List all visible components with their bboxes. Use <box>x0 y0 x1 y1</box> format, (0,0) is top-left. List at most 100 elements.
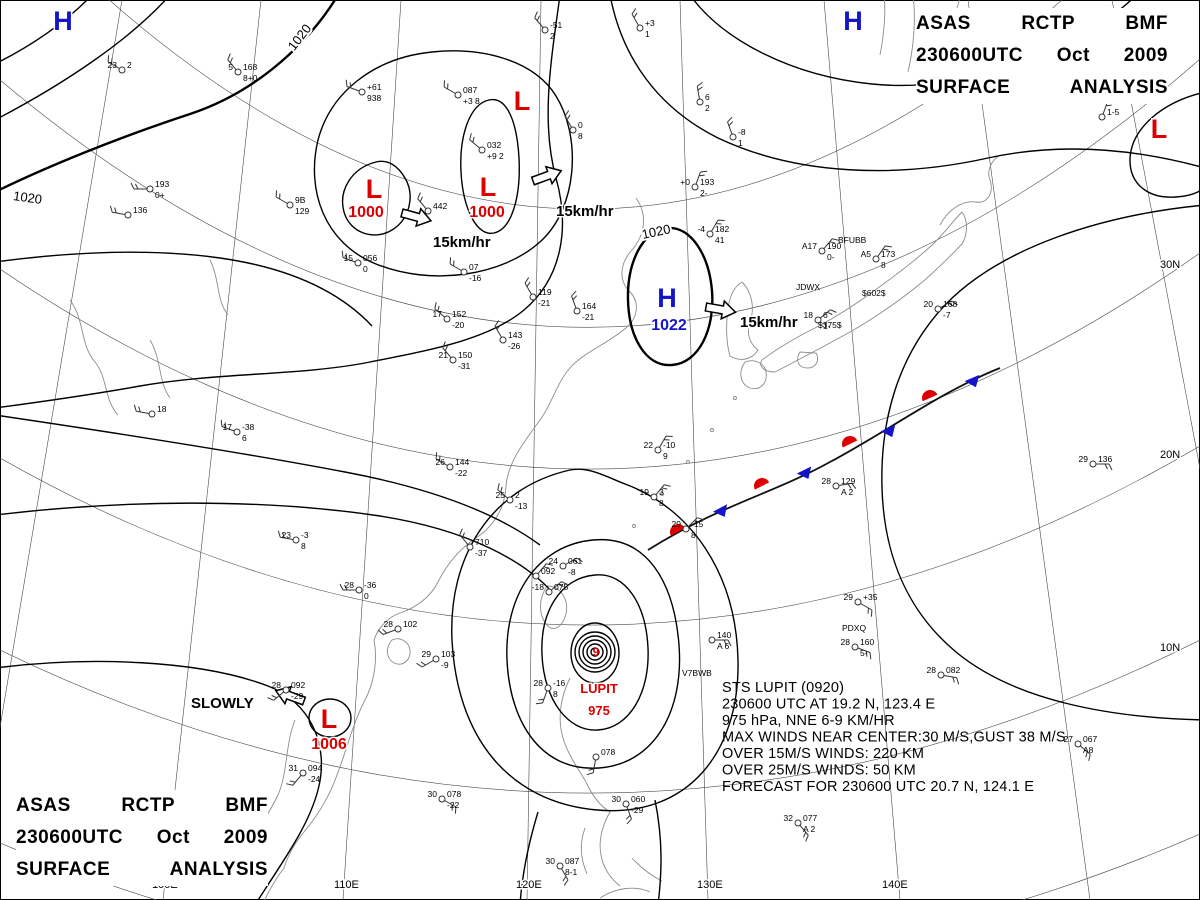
station-subvalue: 8 <box>659 498 664 508</box>
station-value: 168 <box>243 62 257 72</box>
station-circle-icon <box>569 126 577 134</box>
station-value: 3 <box>659 487 664 497</box>
station-value: -51 <box>550 20 563 30</box>
wind-barb-icon <box>571 290 578 309</box>
isobar-typhoon <box>541 574 649 731</box>
station-temp: 19 <box>640 487 650 497</box>
station-value: 056 <box>363 253 377 263</box>
philippines-coastline <box>580 827 588 875</box>
wind-barb-shaft <box>277 530 294 540</box>
station-circle-icon <box>532 572 540 580</box>
wind-barb-icon <box>695 170 708 185</box>
station-plot: 144 26 -22 <box>435 452 469 478</box>
station-plot: 087+3 8 <box>443 80 480 106</box>
station-plot: 078 <box>586 747 615 776</box>
wind-barb-icon <box>524 277 532 295</box>
wind-barb-icon <box>943 675 960 685</box>
station-circle-icon <box>443 315 451 323</box>
wind-barb-shaft <box>571 290 578 309</box>
station-value: 07 <box>469 262 479 272</box>
isobar <box>881 204 1200 721</box>
pressure-letter: H <box>53 6 73 36</box>
station-subvalue: 0 <box>364 591 369 601</box>
storm-info-line: OVER 15M/S WINDS: 220 KM <box>722 746 924 762</box>
pressure-center-l: L <box>512 85 532 118</box>
wind-barb-icon <box>444 800 457 814</box>
station-temp: 23 <box>282 530 292 540</box>
grid-meridian <box>0 0 123 729</box>
station-temp: 31 <box>289 763 299 773</box>
station-value: 2 <box>515 490 520 500</box>
wind-barb-icon <box>727 116 734 135</box>
japan-coastline <box>760 359 776 373</box>
wind-barb-icon <box>625 806 632 825</box>
wind-barb-shaft <box>442 341 452 359</box>
station-plot: 190 A17 0- <box>802 238 841 262</box>
station-value: -10 <box>663 440 676 450</box>
station-plot: 143-26 <box>494 320 522 351</box>
station-subvalue: 8 <box>691 530 696 540</box>
grid-parallel <box>0 58 1200 328</box>
isobar-1020 <box>0 0 337 191</box>
ryukyu-island <box>710 428 714 432</box>
station-circle-icon <box>592 753 600 761</box>
movement-label: 15km/hr <box>556 203 614 220</box>
station-plot: +35 29 <box>844 592 878 617</box>
station-circle-icon <box>706 230 714 238</box>
longitude-label: 110E <box>334 879 359 891</box>
wind-barb-shaft <box>799 824 809 842</box>
station-temp: 21 <box>439 350 449 360</box>
wind-barb-shaft <box>1096 463 1113 471</box>
station-value: 078 <box>601 747 615 757</box>
wind-barb-shaft <box>417 192 427 210</box>
wind-barb-icon <box>631 8 639 26</box>
station-subvalue: -8 <box>568 567 576 577</box>
pressure-letter: L <box>1151 114 1168 144</box>
station-subvalue: -22 <box>447 800 460 810</box>
isobar <box>0 0 167 119</box>
movement-annotation: 15km/hr <box>704 299 799 333</box>
station-value: 061 <box>568 556 582 566</box>
station-circle-icon <box>460 268 468 276</box>
station-value: 077 <box>803 813 817 823</box>
station-circle-icon <box>544 684 552 692</box>
pressure-letter: L <box>480 172 497 202</box>
wind-barb-shaft <box>696 81 703 100</box>
chart-title-line1: ASAS RCTP BMF <box>916 13 1168 34</box>
wind-barb-icon <box>443 80 456 94</box>
station-plot: 056 15 0 <box>341 250 377 274</box>
typhoon-ring <box>582 639 608 665</box>
station-subvalue: -9 <box>441 660 449 670</box>
station-plot: 119-21 <box>524 277 552 308</box>
station-circle-icon <box>292 536 300 544</box>
isobar-1020-high <box>626 226 714 367</box>
station-circle-icon <box>794 819 802 827</box>
station-subvalue: 41 <box>715 235 725 245</box>
movement-annotation: 15km/hr <box>530 165 615 222</box>
station-temp: 17 <box>223 422 233 432</box>
station-circle-icon <box>573 307 581 315</box>
japan-coastline <box>761 211 963 361</box>
station-temp: 17 <box>433 309 443 319</box>
station-temp: 28 <box>927 665 937 675</box>
station-value: -3 <box>301 530 309 540</box>
station-value: 160 <box>860 637 874 647</box>
isobar <box>0 415 541 546</box>
wind-barb-icon <box>1096 463 1113 471</box>
chart-title-line3: SURFACE ANALYSIS <box>16 859 268 880</box>
station-circle-icon <box>682 525 690 533</box>
storm-info-line: MAX WINDS NEAR CENTER:30 M/S,GUST 38 M/S <box>722 730 1066 746</box>
station-plot: 62 <box>696 81 710 113</box>
station-plot: -81 <box>727 116 746 148</box>
station-value: 18 <box>157 404 167 414</box>
wind-barb-shaft <box>377 628 396 635</box>
wind-barb-icon <box>220 419 235 432</box>
typhoon-ring <box>586 643 604 661</box>
station-subvalue: -24 <box>308 774 321 784</box>
wind-barb-icon <box>435 452 448 466</box>
wind-barb-icon <box>416 660 434 668</box>
station-value: 168 <box>943 299 957 309</box>
station-plot: -38 17 6 <box>220 419 255 443</box>
